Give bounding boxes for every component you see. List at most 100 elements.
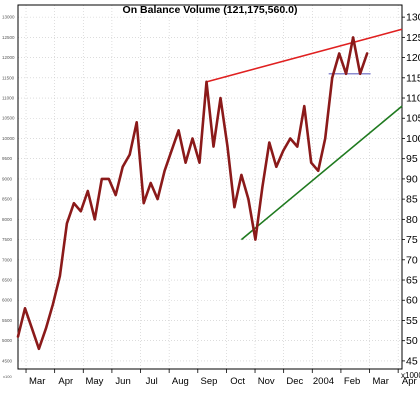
y-tick-label: 90 (406, 173, 418, 185)
obv-point (184, 161, 187, 164)
obv-point (219, 97, 222, 99)
obv-point (31, 327, 33, 330)
y-tick-label: 120 (406, 52, 420, 64)
y-left-tick-label: 6000 (2, 298, 13, 303)
y-tick-label: 45 (406, 355, 418, 367)
y-tick-label: 115 (406, 72, 420, 84)
obv-point (149, 182, 152, 184)
x-tick-label: 2004 (313, 376, 334, 387)
obv-point (212, 145, 215, 148)
y-left-tick-label: 9000 (2, 176, 13, 181)
obv-point (17, 335, 19, 338)
obv-point (240, 173, 243, 176)
x-tick-label: Dec (286, 376, 303, 387)
y-left-tick-label: 7000 (2, 257, 13, 262)
x-tick-label: Sep (200, 376, 217, 387)
obv-point (359, 72, 362, 75)
y-tick-label: 65 (406, 275, 418, 287)
obv-point (100, 178, 103, 180)
obv-point (296, 145, 299, 148)
x-tick-label: Nov (258, 376, 275, 387)
y-tick-label: 130 (406, 12, 420, 24)
trendline (240, 105, 403, 241)
obv-point (338, 52, 341, 55)
trendlines (206, 28, 403, 241)
obv-point (107, 178, 110, 180)
y-axis-left: 4500 5000 5500 6000 6500 7000 7500 8000 8500 9000… (2, 15, 15, 364)
x-tick-label: Feb (344, 376, 360, 387)
obv-point (324, 137, 327, 140)
y-left-tick-label: 8000 (2, 217, 13, 222)
obv-point (310, 161, 313, 164)
obv-point (45, 327, 47, 330)
x-tick-label: Apr (58, 376, 73, 387)
y-left-tick-label: 7500 (2, 237, 13, 242)
obv-point (317, 169, 320, 172)
obv-point (289, 137, 292, 140)
obv-point (345, 72, 348, 75)
y-left-tick-label: 10000 (2, 136, 15, 141)
obv-point (128, 153, 131, 156)
obv-point (226, 145, 229, 148)
obv-point (198, 161, 201, 164)
x-tick-label: Aug (172, 376, 189, 387)
y-tick-label: 70 (406, 254, 418, 266)
right-axis-unit-label: x1000 (401, 371, 420, 380)
y-left-tick-label: 11000 (2, 96, 15, 101)
obv-point (233, 206, 236, 209)
y-tick-label: 105 (406, 113, 420, 125)
obv-point (52, 303, 54, 306)
y-left-tick-label: 13000 (2, 15, 15, 20)
x-tick-label: Apr (402, 376, 417, 387)
y-left-tick-label: 9500 (2, 156, 13, 161)
obv-point (261, 186, 264, 188)
obv-point (282, 149, 285, 152)
y-axis-right: 45 50 55 60 65 70 75 80 85 90 95 100 105 110 115 120 125… (402, 12, 420, 367)
x-axis: Mar Apr May Jun Jul Aug Sep Oct Nov Dec 2004 Feb Mar… (25, 369, 417, 387)
obv-point (163, 169, 166, 172)
obv-point (205, 80, 208, 83)
obv-point (366, 52, 368, 55)
y-left-tick-label: 12000 (2, 55, 15, 60)
obv-point (38, 347, 40, 350)
obv-point (79, 210, 82, 213)
y-tick-label: 100 (406, 133, 420, 145)
obv-point (170, 149, 173, 152)
y-tick-label: 125 (406, 32, 420, 44)
obv-point (142, 202, 145, 205)
x-tick-label: Mar (373, 376, 389, 387)
trendline (206, 28, 403, 83)
x-tick-label: Jun (115, 376, 130, 387)
obv-point (72, 202, 75, 205)
y-left-tick-label: 10500 (2, 116, 15, 121)
chart-title: On Balance Volume (121,175,560.0) (123, 4, 298, 16)
obv-point (24, 307, 26, 310)
obv-point (135, 121, 138, 124)
x-tick-label: Oct (230, 376, 245, 387)
y-tick-label: 55 (406, 315, 418, 327)
obv-point (86, 190, 89, 192)
obv-point (247, 198, 250, 201)
y-left-tick-label: 5500 (2, 318, 13, 323)
y-tick-label: 60 (406, 295, 418, 307)
obv-point (121, 165, 124, 168)
left-axis-unit-label: x100 (3, 374, 12, 379)
y-left-tick-label: 8500 (2, 197, 13, 202)
obv-point (58, 275, 61, 277)
y-tick-label: 110 (406, 93, 420, 105)
obv-point (93, 218, 96, 221)
obv-point (268, 141, 271, 144)
y-tick-label: 80 (406, 214, 418, 226)
plot-frame (17, 4, 403, 370)
series-layer (16, 36, 369, 351)
y-tick-label: 95 (406, 153, 418, 165)
y-left-tick-label: 12500 (2, 35, 15, 40)
x-tick-label: May (85, 376, 103, 387)
obv-point (275, 165, 278, 168)
y-tick-label: 85 (406, 194, 418, 206)
obv-point (191, 137, 194, 140)
x-tick-label: Jul (146, 376, 158, 387)
x-tick-label: Mar (29, 376, 45, 387)
